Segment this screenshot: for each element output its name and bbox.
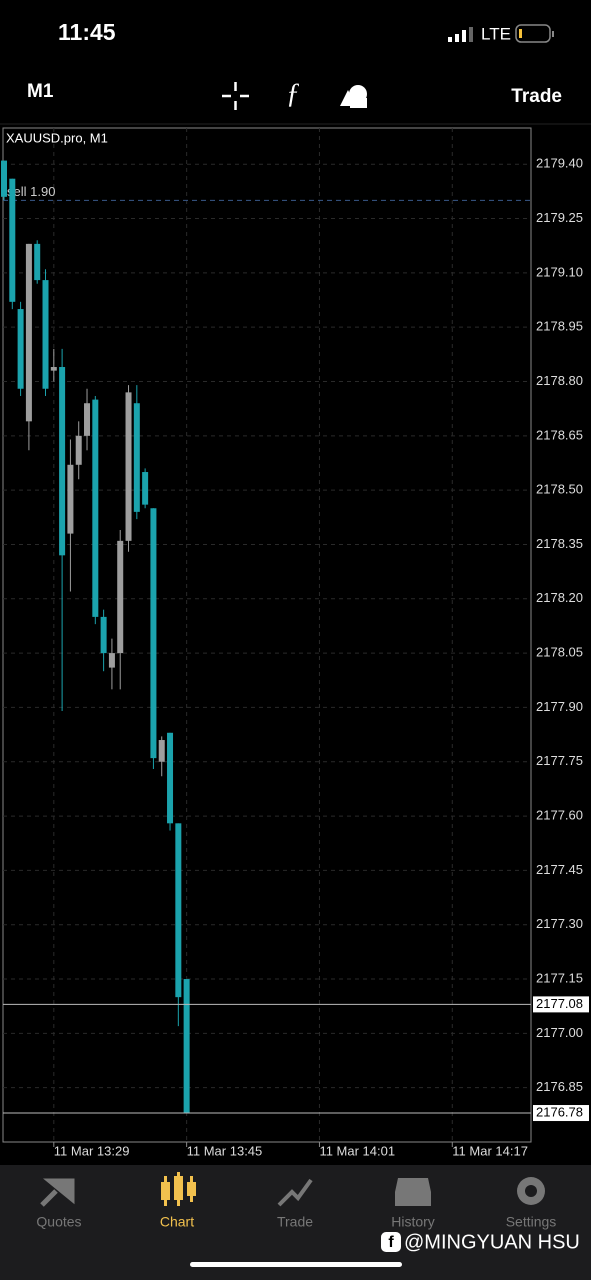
tab-label[interactable]: Quotes	[36, 1214, 81, 1230]
y-tick-label: 2178.05	[536, 645, 583, 660]
chart-title: XAUUSD.pro, M1	[6, 130, 108, 145]
y-tick-label: 2177.45	[536, 862, 583, 877]
watermark-icon: f	[381, 1232, 401, 1252]
candle-body	[1, 160, 7, 197]
price-tag	[533, 996, 589, 1013]
y-tick-label: 2177.00	[536, 1025, 583, 1040]
y-tick-label: 2179.40	[536, 156, 583, 171]
tab-icons	[40, 1172, 545, 1207]
candle-body	[25, 243, 32, 422]
candle-body	[108, 653, 115, 668]
chart: XAUUSD.pro, M1 2179.40 2179.25 2179.10 2178…	[1, 127, 589, 1158]
candle-body	[75, 435, 82, 465]
candle-body	[59, 367, 66, 556]
price-tag	[533, 1105, 589, 1122]
x-tick-label: 11 Mar 14:17	[452, 1143, 528, 1158]
x-tick-label: 11 Mar 14:01	[319, 1143, 395, 1158]
candle-body	[84, 403, 91, 436]
candle-body	[125, 392, 132, 541]
tab-label[interactable]: History	[391, 1214, 435, 1230]
crosshair-icon[interactable]	[222, 82, 249, 110]
candle-body	[158, 740, 165, 762]
candle-body	[100, 616, 107, 654]
svg-text:f: f	[388, 1234, 394, 1251]
candle-body	[9, 178, 16, 302]
candle-body	[167, 732, 174, 824]
tabs: Quotes Chart Trade History Settings	[36, 1214, 556, 1230]
y-tick-label: 2177.75	[536, 753, 583, 768]
x-tick-label: 11 Mar 13:29	[54, 1143, 130, 1158]
candle-body	[133, 403, 140, 512]
candle-body	[42, 280, 49, 389]
y-tick-label: 2178.80	[536, 373, 583, 388]
y-tick-label: 2178.65	[536, 427, 583, 442]
signal-icon	[448, 27, 473, 42]
tab-label[interactable]: Settings	[506, 1214, 557, 1230]
y-tick-label: 2179.10	[536, 264, 583, 279]
y-tick-label: 2178.20	[536, 590, 583, 605]
y-tick-label: 2177.60	[536, 808, 583, 823]
candle-body	[67, 464, 74, 534]
candle-body	[142, 472, 149, 505]
x-tick-label: 11 Mar 13:45	[187, 1143, 263, 1158]
indicator-icon[interactable]: ƒ	[286, 78, 300, 109]
price-label: 2176.78	[536, 1104, 583, 1119]
tab-bar	[0, 1165, 591, 1280]
watermark: @MINGYUAN HSU	[404, 1231, 580, 1253]
y-tick-label: 2176.85	[536, 1079, 583, 1094]
price-label: 2177.08	[536, 996, 583, 1011]
plot-frame	[2, 127, 532, 1143]
candle-body	[183, 979, 190, 1114]
y-tick-label: 2177.90	[536, 699, 583, 714]
candle-body	[50, 367, 57, 371]
tab-label[interactable]: Trade	[277, 1214, 313, 1230]
candle-body	[17, 309, 24, 389]
home-indicator	[190, 1262, 402, 1267]
trade-button[interactable]: Trade	[511, 86, 562, 107]
battery-icon	[515, 24, 554, 43]
y-tick-label: 2178.50	[536, 482, 583, 497]
tab-label[interactable]: Chart	[160, 1214, 194, 1230]
candle-body	[150, 508, 157, 759]
y-tick-label: 2179.25	[536, 210, 583, 225]
y-tick-label: 2177.30	[536, 916, 583, 931]
network: LTE	[481, 24, 511, 43]
candle-body	[117, 540, 124, 654]
y-tick-label: 2177.15	[536, 970, 583, 985]
objects-icon[interactable]	[340, 85, 367, 108]
candle-body	[34, 243, 41, 281]
y-tick-label: 2178.35	[536, 536, 583, 551]
candle-body	[175, 823, 182, 998]
candle-body	[92, 399, 99, 617]
clock: 11:45	[58, 19, 116, 45]
order-label: sell 1.90	[7, 184, 55, 199]
y-tick-label: 2178.95	[536, 319, 583, 334]
timeframe[interactable]: M1	[27, 81, 54, 102]
